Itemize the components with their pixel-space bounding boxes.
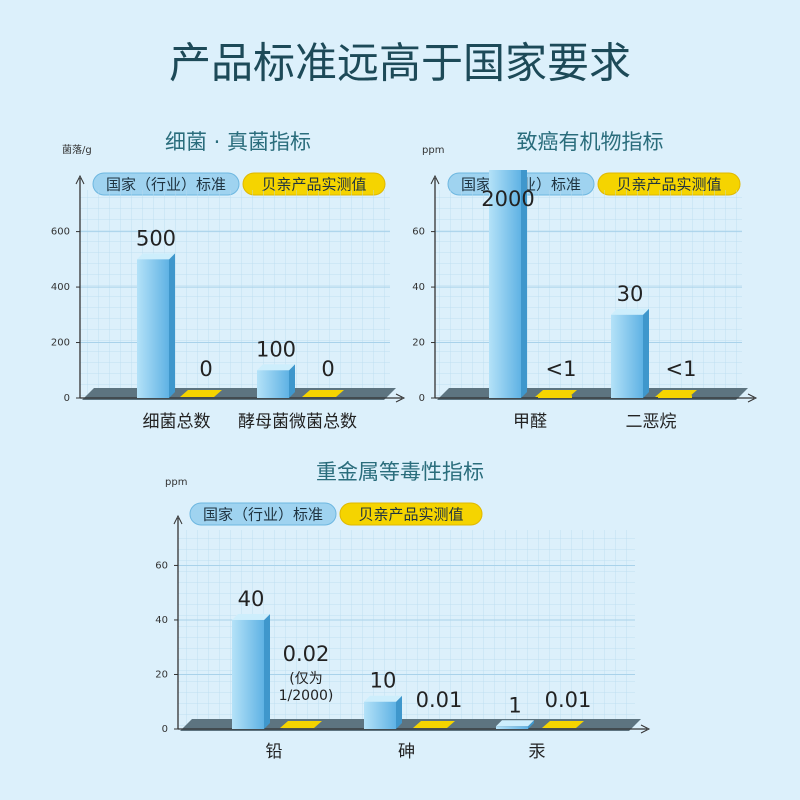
value-label: 30 bbox=[617, 282, 644, 306]
bar-side bbox=[521, 170, 527, 398]
bar bbox=[489, 170, 521, 398]
bar-side bbox=[169, 253, 175, 398]
y-tick-label: 60 bbox=[412, 227, 425, 238]
plot-area bbox=[80, 190, 390, 398]
value-label: 40 bbox=[238, 587, 265, 611]
y-tick-label: 40 bbox=[155, 615, 168, 626]
value-label: 100 bbox=[256, 337, 296, 361]
value-label: <1 bbox=[546, 357, 577, 381]
value-label: 500 bbox=[136, 226, 176, 250]
legend-pill bbox=[339, 502, 483, 526]
x-tick-label: 砷 bbox=[398, 742, 415, 762]
legend-label: 贝亲产品实测值 bbox=[261, 176, 366, 194]
x-axis-arrow bbox=[640, 724, 651, 734]
bar-floor-patch bbox=[413, 721, 455, 728]
x-tick-label: 甲醛 bbox=[513, 412, 547, 432]
bar-floor-patch bbox=[280, 721, 322, 728]
value-label: 1 bbox=[508, 693, 521, 717]
bar bbox=[658, 395, 692, 398]
bar-top bbox=[496, 720, 534, 727]
y-axis-arrow bbox=[173, 514, 183, 525]
value-label: 0.01 bbox=[416, 688, 463, 712]
x-axis-arrow bbox=[747, 393, 758, 403]
y-tick-label: 40 bbox=[412, 282, 425, 293]
annotation: (仅为 bbox=[289, 671, 322, 687]
x-tick-label: 细菌总数 bbox=[143, 412, 211, 432]
x-tick-label: 汞 bbox=[529, 742, 546, 762]
bar bbox=[538, 395, 572, 398]
y-tick-label: 400 bbox=[51, 282, 70, 293]
bar bbox=[496, 726, 528, 729]
value-label: 0.02 bbox=[283, 642, 330, 666]
y-tick-label: 0 bbox=[419, 393, 425, 404]
legend-label: 贝亲产品实测值 bbox=[616, 176, 721, 194]
x-tick-label: 二恶烷 bbox=[626, 412, 677, 432]
bar-side bbox=[396, 695, 402, 729]
bars bbox=[489, 170, 697, 398]
bar-top bbox=[137, 253, 175, 260]
y-tick-label: 60 bbox=[155, 560, 168, 571]
y-axis-unit: 菌落/g bbox=[62, 144, 92, 156]
bar-floor-patch bbox=[180, 390, 222, 397]
chart-title: 致癌有机物指标 bbox=[517, 130, 664, 154]
bar bbox=[137, 259, 169, 398]
y-tick-label: 0 bbox=[64, 393, 70, 404]
bar bbox=[232, 619, 264, 729]
value-label: 0 bbox=[199, 357, 212, 381]
bar-top bbox=[611, 308, 649, 315]
y-axis-arrow bbox=[75, 174, 85, 185]
bar-top bbox=[364, 695, 402, 702]
value-label: 0.01 bbox=[545, 688, 592, 712]
y-axis-unit: ppm bbox=[422, 145, 444, 156]
y-axis-unit: ppm bbox=[165, 477, 187, 488]
bar-floor-patch bbox=[302, 390, 344, 397]
bars bbox=[137, 253, 344, 398]
bar bbox=[611, 314, 643, 398]
chart-title: 重金属等毒性指标 bbox=[316, 460, 484, 484]
legend-label: 国家（行业）标准 bbox=[106, 176, 226, 194]
value-label: 2000 bbox=[481, 187, 534, 211]
y-tick-label: 0 bbox=[162, 724, 168, 735]
bar-side bbox=[289, 364, 295, 398]
y-tick-label: 200 bbox=[51, 338, 70, 349]
bars bbox=[232, 613, 584, 729]
value-label: 10 bbox=[370, 669, 397, 693]
y-tick-label: 20 bbox=[155, 669, 168, 680]
chart-title: 细菌 · 真菌指标 bbox=[165, 130, 311, 154]
bar bbox=[364, 701, 396, 729]
annotation: 1/2000) bbox=[279, 688, 334, 704]
bar-side bbox=[264, 613, 270, 729]
plot-area bbox=[435, 190, 742, 398]
legend-pill bbox=[189, 502, 337, 526]
x-tick-label: 铅 bbox=[266, 742, 283, 762]
bar-floor-patch bbox=[542, 721, 584, 728]
y-tick-label: 600 bbox=[51, 227, 70, 238]
bar-top bbox=[257, 364, 295, 371]
y-tick-label: 20 bbox=[412, 338, 425, 349]
bar-side bbox=[528, 720, 534, 729]
bar-side bbox=[643, 308, 649, 398]
page-title: 产品标准远高于国家要求 bbox=[169, 39, 631, 88]
x-tick-label: 酵母菌微菌总数 bbox=[238, 412, 357, 432]
bar bbox=[257, 370, 289, 398]
y-axis-arrow bbox=[430, 174, 440, 185]
bar-top bbox=[232, 613, 270, 620]
value-label: <1 bbox=[666, 357, 697, 381]
legend-label: 国家（行业）标准 bbox=[203, 506, 323, 524]
legend-label: 贝亲产品实测值 bbox=[358, 506, 463, 524]
x-axis-arrow bbox=[395, 393, 406, 403]
value-label: 0 bbox=[321, 357, 334, 381]
